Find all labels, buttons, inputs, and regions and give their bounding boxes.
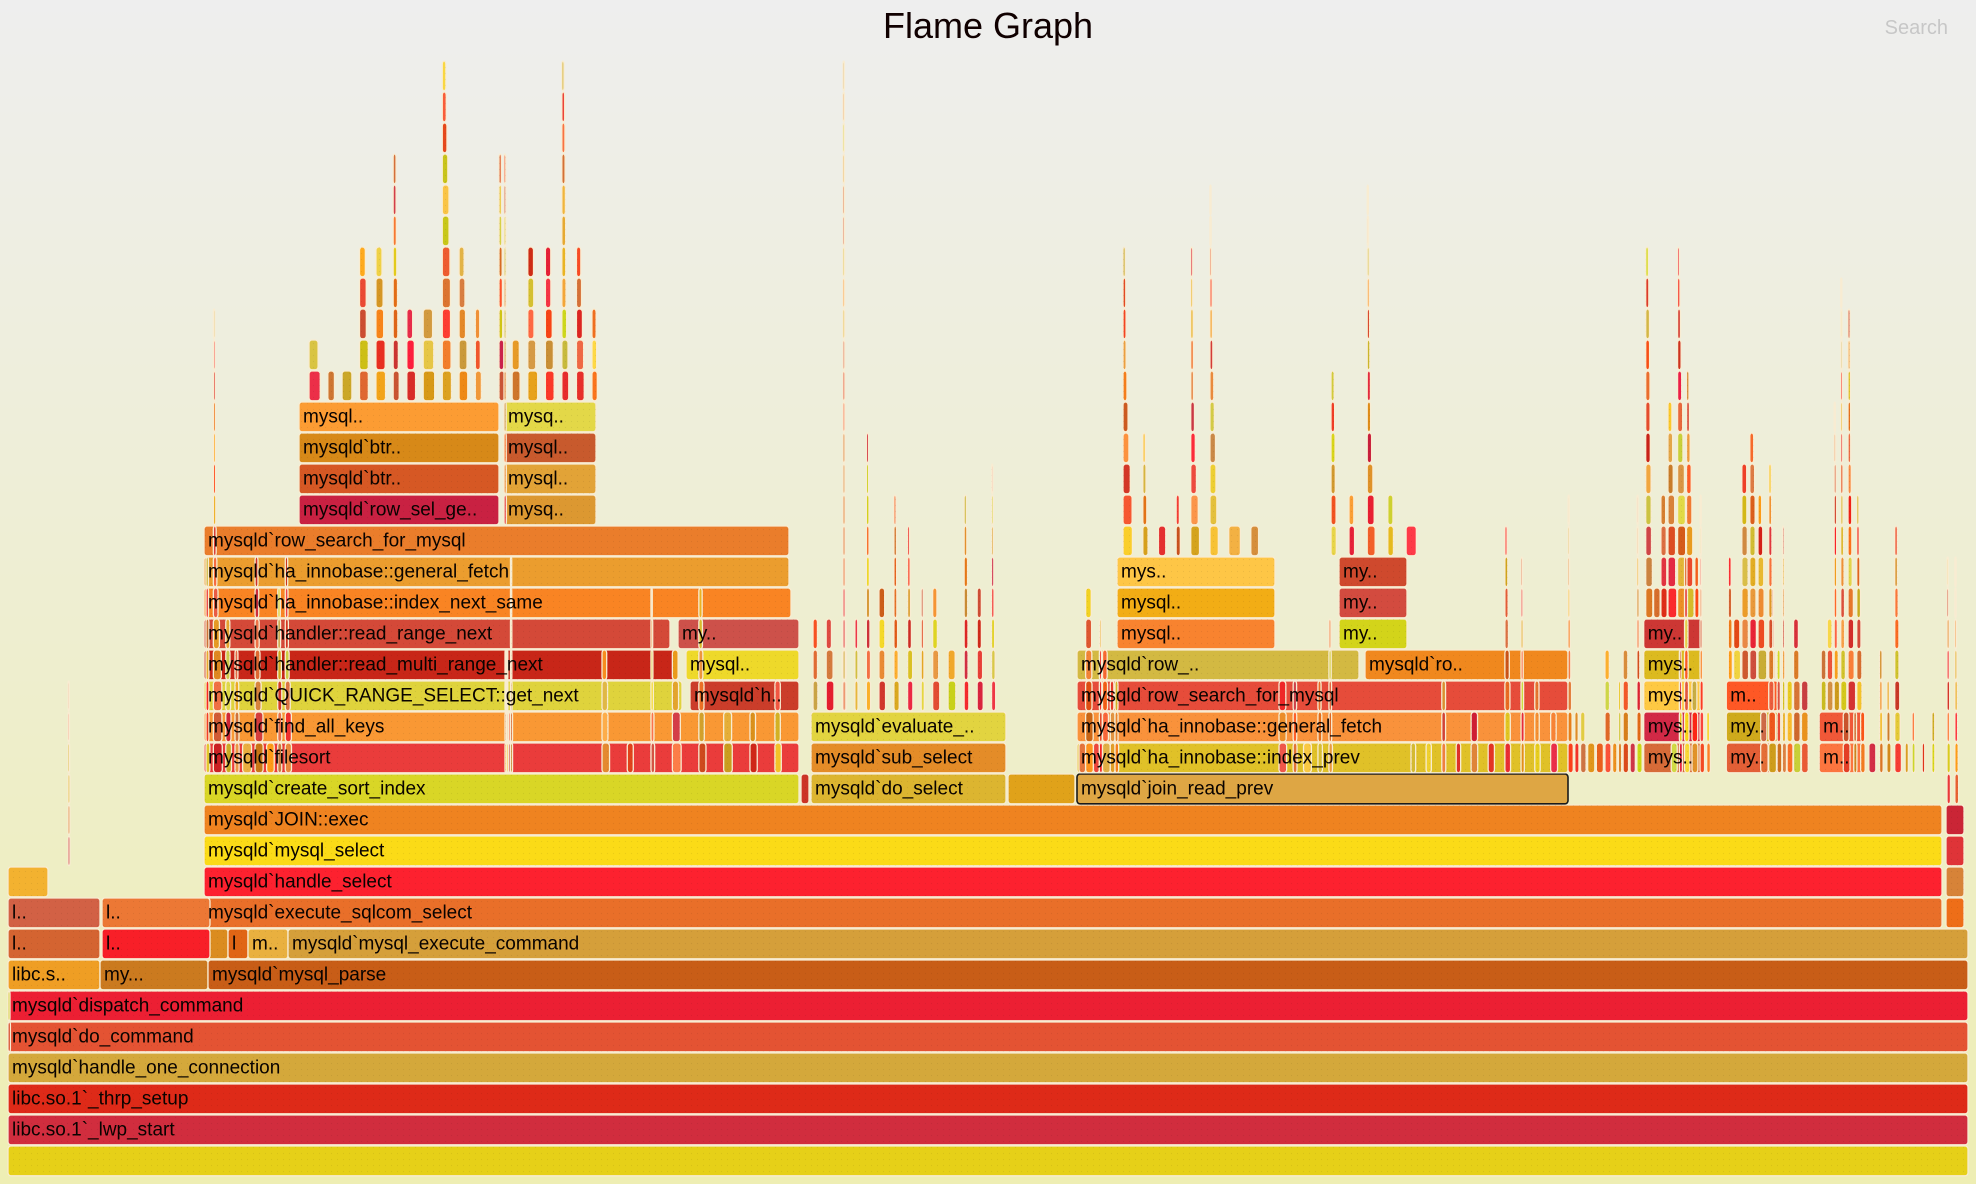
svg-text:mys..: mys..: [1121, 561, 1166, 582]
svg-text:mysql..: mysql..: [508, 468, 568, 489]
svg-text:m..: m..: [1823, 716, 1849, 737]
svg-text:mysql..: mysql..: [303, 406, 363, 427]
svg-text:libc.s..: libc.s..: [12, 964, 66, 985]
svg-text:my..: my..: [682, 623, 716, 644]
svg-text:mysqld`JOIN::exec: mysqld`JOIN::exec: [208, 809, 368, 830]
svg-text:libc.so.1`_lwp_start: libc.so.1`_lwp_start: [12, 1119, 175, 1140]
svg-text:mysqld`ro..: mysqld`ro..: [1369, 654, 1463, 675]
svg-text:mysqld`evaluate_..: mysqld`evaluate_..: [815, 716, 974, 737]
svg-text:mysqld`create_sort_index: mysqld`create_sort_index: [208, 778, 426, 799]
svg-text:my..: my..: [1343, 592, 1377, 613]
svg-text:mys..: mys..: [1648, 685, 1693, 706]
svg-text:mysql..: mysql..: [1121, 592, 1181, 613]
svg-text:mysqld`row_search_for_mysql: mysqld`row_search_for_mysql: [208, 530, 466, 551]
svg-text:mysqld`do_command: mysqld`do_command: [12, 1026, 194, 1047]
svg-text:mysqld`handler::read_multi_ran: mysqld`handler::read_multi_range_next: [208, 654, 544, 675]
svg-text:mys..: mys..: [1648, 654, 1693, 675]
svg-text:mysqld`handle_one_connection: mysqld`handle_one_connection: [12, 1057, 280, 1078]
svg-text:m..: m..: [1823, 747, 1849, 768]
svg-text:my..: my..: [1343, 623, 1377, 644]
svg-text:m..: m..: [1730, 685, 1756, 706]
svg-text:my..: my..: [1648, 623, 1682, 644]
svg-text:mysqld`btr..: mysqld`btr..: [303, 468, 401, 489]
svg-text:mysqld`filesort: mysqld`filesort: [208, 747, 331, 768]
svg-text:mysq..: mysq..: [508, 499, 564, 520]
svg-text:l: l: [232, 933, 236, 954]
svg-text:my..: my..: [1730, 747, 1764, 768]
svg-text:mysqld`handle_select: mysqld`handle_select: [208, 871, 392, 892]
svg-text:mysqld`ha_innobase::general_fe: mysqld`ha_innobase::general_fetch: [208, 561, 509, 582]
svg-text:m..: m..: [252, 933, 278, 954]
svg-text:mysqld`sub_select: mysqld`sub_select: [815, 747, 973, 768]
svg-text:my..: my..: [1343, 561, 1377, 582]
svg-text:mysqld`QUICK_RANGE_SELECT::get: mysqld`QUICK_RANGE_SELECT::get_next: [208, 685, 579, 706]
svg-text:mysqld`mysql_select: mysqld`mysql_select: [208, 840, 385, 861]
svg-text:l..: l..: [12, 933, 27, 954]
svg-text:mysqld`h..: mysqld`h..: [694, 685, 782, 706]
svg-text:mysqld`mysql_parse: mysqld`mysql_parse: [212, 964, 386, 985]
svg-text:mysql..: mysql..: [690, 654, 750, 675]
svg-text:mysqld`dispatch_command: mysqld`dispatch_command: [12, 995, 243, 1016]
svg-text:mysqld`ha_innobase::general_fe: mysqld`ha_innobase::general_fetch: [1081, 716, 1382, 737]
svg-text:mysql..: mysql..: [1121, 623, 1181, 644]
svg-text:mysqld`row_..: mysqld`row_..: [1081, 654, 1199, 675]
svg-text:mysqld`row_sel_ge..: mysqld`row_sel_ge..: [303, 499, 477, 520]
svg-text:mysqld`do_select: mysqld`do_select: [815, 778, 964, 799]
svg-text:mysqld`find_all_keys: mysqld`find_all_keys: [208, 716, 384, 737]
svg-text:mysqld`ha_innobase::index_next: mysqld`ha_innobase::index_next_same: [208, 592, 543, 613]
svg-text:mysqld`execute_sqlcom_select: mysqld`execute_sqlcom_select: [208, 902, 473, 923]
svg-text:mysqld`ha_innobase::index_prev: mysqld`ha_innobase::index_prev: [1081, 747, 1360, 768]
svg-text:mysql..: mysql..: [508, 437, 568, 458]
svg-text:mysqld`row_search_for_mysql: mysqld`row_search_for_mysql: [1081, 685, 1339, 706]
svg-text:mysq..: mysq..: [508, 406, 564, 427]
svg-text:mys..: mys..: [1648, 747, 1693, 768]
svg-text:mys..: mys..: [1648, 716, 1693, 737]
svg-text:my..: my..: [1730, 716, 1764, 737]
svg-text:Flame Graph: Flame Graph: [883, 5, 1093, 46]
svg-text:mysqld`join_read_prev: mysqld`join_read_prev: [1081, 778, 1274, 799]
svg-text:mysqld`mysql_execute_command: mysqld`mysql_execute_command: [292, 933, 579, 954]
svg-text:l..: l..: [12, 902, 27, 923]
svg-text:Search: Search: [1885, 17, 1948, 39]
svg-text:libc.so.1`_thrp_setup: libc.so.1`_thrp_setup: [12, 1088, 188, 1109]
svg-text:my...: my...: [104, 964, 144, 985]
svg-text:l..: l..: [106, 933, 121, 954]
svg-text:l..: l..: [106, 902, 121, 923]
svg-text:mysqld`btr..: mysqld`btr..: [303, 437, 401, 458]
svg-text:mysqld`handler::read_range_nex: mysqld`handler::read_range_next: [208, 623, 493, 644]
